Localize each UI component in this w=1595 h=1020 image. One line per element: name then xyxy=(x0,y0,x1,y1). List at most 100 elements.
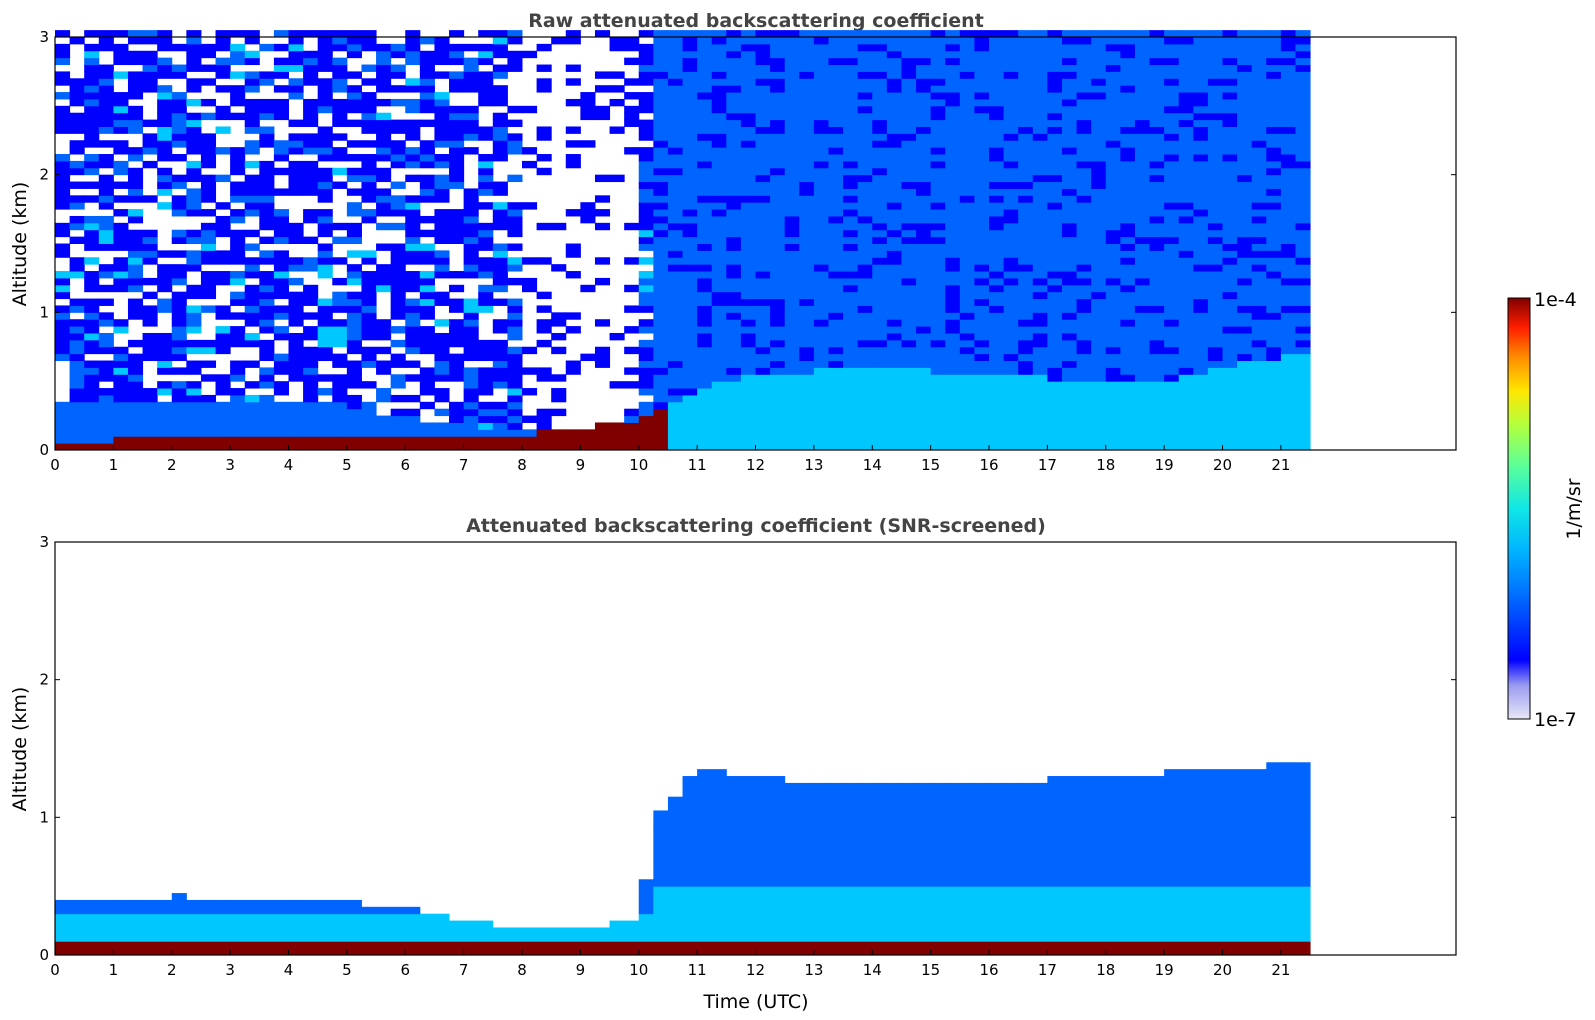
heat-cell xyxy=(478,401,494,410)
heat-cell xyxy=(390,85,406,93)
heat-cell xyxy=(303,941,319,949)
heat-cell xyxy=(974,312,990,320)
heat-cell xyxy=(770,126,786,134)
heat-cell xyxy=(682,271,698,279)
heat-cell xyxy=(449,119,465,127)
heat-cell xyxy=(244,188,260,196)
heat-cell xyxy=(667,948,684,956)
heat-cell xyxy=(1251,298,1267,306)
heat-cell xyxy=(171,271,187,279)
heat-cell xyxy=(376,78,392,86)
heat-cell xyxy=(755,844,771,853)
heat-cell xyxy=(405,78,421,86)
heat-cell xyxy=(1091,202,1107,210)
heat-cell xyxy=(419,429,435,437)
heat-cell xyxy=(653,436,669,444)
heat-cell xyxy=(901,50,917,59)
heat-cell xyxy=(244,195,260,203)
heat-cell xyxy=(419,332,435,341)
heat-cell xyxy=(930,112,946,121)
heat-cell xyxy=(886,291,902,300)
heat-cell xyxy=(594,360,611,368)
heat-cell xyxy=(1149,209,1165,217)
heat-cell xyxy=(916,360,932,368)
heat-cell xyxy=(770,188,786,196)
heat-cell xyxy=(390,906,406,915)
heat-cell xyxy=(697,886,713,894)
heat-cell xyxy=(930,78,946,86)
heat-cell xyxy=(828,291,844,300)
heat-cell xyxy=(361,105,377,114)
heat-cell xyxy=(1237,98,1253,107)
heat-cell xyxy=(1134,147,1151,155)
heat-cell xyxy=(1105,291,1121,300)
heat-cell xyxy=(244,415,260,423)
heat-cell xyxy=(697,899,713,908)
heat-cell xyxy=(244,105,260,114)
heat-cell xyxy=(945,422,961,430)
heat-cell xyxy=(230,85,246,93)
heat-cell xyxy=(507,140,523,148)
heat-cell xyxy=(98,105,114,114)
heat-cell xyxy=(244,298,260,306)
heat-cell xyxy=(200,243,217,251)
heat-cell xyxy=(1295,305,1311,313)
heat-cell xyxy=(463,429,479,437)
heat-cell xyxy=(449,167,465,176)
heat-cell xyxy=(1061,388,1078,396)
heat-cell xyxy=(770,803,786,811)
heat-cell xyxy=(1105,236,1121,244)
heat-cell xyxy=(711,941,727,949)
heat-cell xyxy=(98,941,114,949)
heat-cell xyxy=(55,429,71,437)
heat-cell xyxy=(1266,401,1282,410)
heat-cell xyxy=(303,422,319,430)
heat-cell xyxy=(813,415,829,423)
heat-cell xyxy=(273,920,289,928)
heat-cell xyxy=(1091,57,1107,66)
heat-cell xyxy=(1280,229,1296,238)
heat-cell xyxy=(1164,422,1180,430)
heat-cell xyxy=(1266,291,1282,300)
heat-cell xyxy=(930,215,946,224)
heat-cell xyxy=(594,927,611,935)
heat-cell xyxy=(127,906,144,915)
heat-cell xyxy=(916,209,932,217)
heat-cell xyxy=(755,408,771,417)
heat-cell xyxy=(98,899,114,908)
heat-cell xyxy=(303,133,319,141)
heat-cell xyxy=(624,415,640,423)
heat-cell xyxy=(157,443,173,451)
heat-cell xyxy=(1032,154,1048,162)
heat-cell xyxy=(303,374,319,382)
heat-cell xyxy=(682,229,698,238)
heat-cell xyxy=(901,408,917,417)
heat-cell xyxy=(784,941,800,949)
heat-cell xyxy=(1047,436,1063,444)
heat-cell xyxy=(857,85,873,93)
heat-cell xyxy=(1105,112,1121,121)
heat-cell xyxy=(799,353,815,362)
heat-cell xyxy=(536,154,552,162)
heat-cell xyxy=(872,50,888,59)
heat-cell xyxy=(755,913,771,922)
heat-cell xyxy=(186,57,202,66)
heat-cell xyxy=(142,415,158,423)
heat-cell xyxy=(157,43,173,52)
heat-cell xyxy=(1251,92,1267,100)
heat-cell xyxy=(959,443,975,451)
heat-cell xyxy=(740,837,756,846)
heat-cell xyxy=(317,264,333,272)
heat-cell xyxy=(1193,119,1209,127)
heat-cell xyxy=(84,271,100,279)
heat-cell xyxy=(653,941,669,949)
heat-cell xyxy=(1061,408,1078,417)
heat-cell xyxy=(1295,319,1311,327)
heat-cell xyxy=(1295,443,1311,451)
heat-cell xyxy=(1018,415,1034,423)
heat-cell xyxy=(828,215,844,224)
heat-cell xyxy=(171,298,187,306)
heat-cell xyxy=(755,188,771,196)
heat-cell xyxy=(113,222,129,231)
heat-cell xyxy=(1134,202,1151,210)
